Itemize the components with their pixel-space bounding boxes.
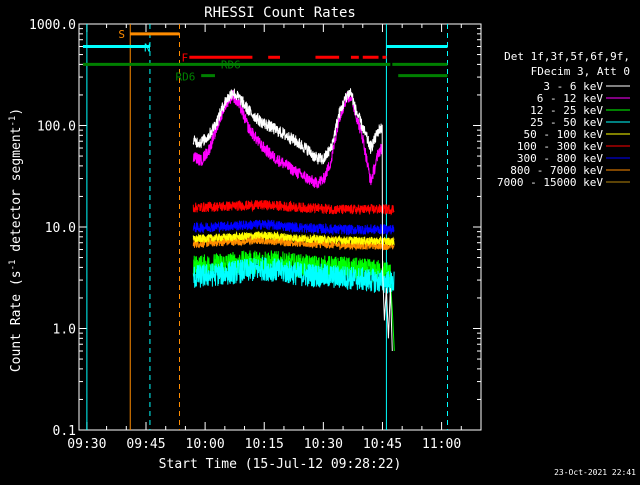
- series-line-0: [192, 88, 393, 352]
- legend-label: 50 - 100 keV: [524, 128, 604, 141]
- y-tick-label: 1000.0: [29, 18, 76, 33]
- series-line-6: [192, 219, 395, 236]
- legend-label: 12 - 25 keV: [530, 104, 603, 117]
- flag-label-rd6-top: RD6: [221, 58, 241, 71]
- plot-area: 1000.0 100.0 10.0 1.0 0.109:30 09:45 10:00 10:1…: [29, 18, 482, 452]
- legend-label: 100 - 300 keV: [517, 140, 603, 153]
- flag-label-n: N: [144, 42, 151, 55]
- y-axis-label-mid: detector segment: [9, 127, 24, 260]
- x-tick-label: 10:30: [304, 437, 343, 452]
- y-tick-label: 0.1: [53, 424, 76, 439]
- chart-title: RHESSI Count Rates: [204, 5, 356, 21]
- series-line-4: [192, 230, 395, 247]
- series-line-2: [192, 250, 395, 352]
- y-tick-label: 10.0: [45, 221, 76, 236]
- y-tick-label: 1.0: [53, 323, 76, 338]
- x-tick-label: 10:15: [245, 437, 284, 452]
- x-tick-label: 10:45: [363, 437, 402, 452]
- x-tick-label: 09:45: [126, 437, 165, 452]
- x-tick-label: 09:30: [67, 437, 106, 452]
- series-line-5: [192, 199, 395, 216]
- x-axis-label: Start Time (15-Jul-12 09:28:22): [159, 457, 402, 472]
- legend-header-line-1: Det 1f,3f,5f,6f,9f,: [504, 50, 630, 63]
- x-tick-label: 11:00: [422, 437, 461, 452]
- flag-label-rd6-low: RD6: [176, 71, 196, 84]
- legend-label: 300 - 800 keV: [517, 152, 603, 165]
- flag-label-f: F: [181, 51, 188, 64]
- legend-label: 6 - 12 keV: [537, 92, 604, 105]
- series-line-3: [192, 256, 395, 294]
- x-tick-label: 10:00: [186, 437, 225, 452]
- y-tick-label: 100.0: [37, 120, 76, 135]
- legend-label: 7000 - 15000 keV: [497, 176, 603, 189]
- y-axis-label-main: Count Rate (s: [9, 270, 24, 372]
- legend-header-line-2: FDecim 3, Att 0: [531, 65, 630, 78]
- y-axis-label: Count Rate (s-1 detector segment-1): [8, 108, 24, 372]
- legend-label: 800 - 7000 keV: [510, 164, 603, 177]
- flag-label-s: S: [118, 28, 125, 41]
- legend-label: 3 - 6 keV: [543, 80, 603, 93]
- y-axis-label-end: ): [9, 108, 24, 116]
- footer-date: 23-Oct-2021 22:41: [554, 468, 636, 477]
- legend-label: 25 - 50 keV: [530, 116, 603, 129]
- y-axis-label-sup2: -1: [8, 116, 18, 127]
- y-axis-label-sup: -1: [8, 260, 18, 271]
- legend: Det 1f,3f,5f,6f,9f, FDecim 3, Att 0 3 - …: [497, 50, 630, 189]
